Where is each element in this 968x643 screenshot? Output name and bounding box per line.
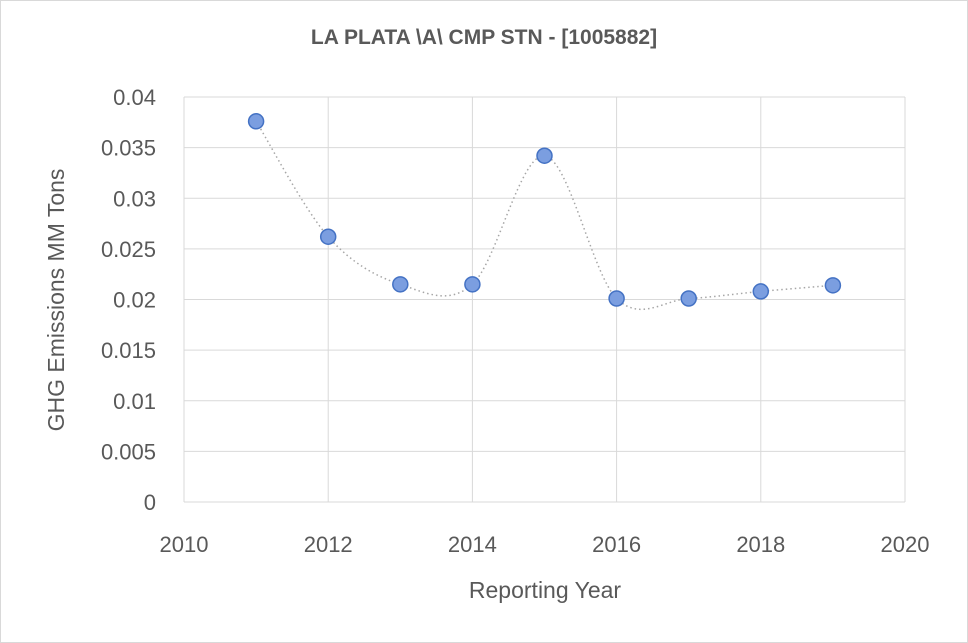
x-axis-title: Reporting Year bbox=[469, 577, 622, 603]
data-point-2012 bbox=[319, 228, 337, 245]
x-tick-label: 2010 bbox=[160, 532, 209, 557]
x-tick-label: 2012 bbox=[304, 532, 353, 557]
y-tick-label: 0.015 bbox=[101, 338, 156, 363]
y-tick-label: 0.02 bbox=[113, 288, 156, 313]
x-tick-label: 2014 bbox=[448, 532, 497, 557]
y-tick-label: 0.04 bbox=[113, 85, 156, 110]
y-tick-label: 0.035 bbox=[101, 136, 156, 161]
y-tick-label: 0 bbox=[144, 490, 156, 515]
y-tick-label: 0.01 bbox=[113, 389, 156, 414]
x-tick-label: 2020 bbox=[881, 532, 930, 557]
chart-title: LA PLATA \A\ CMP STN - [1005882] bbox=[310, 26, 658, 49]
data-point-2016 bbox=[608, 290, 625, 307]
data-point-2018 bbox=[752, 283, 770, 300]
x-tick-label: 2016 bbox=[592, 532, 641, 557]
y-tick-label: 0.03 bbox=[113, 186, 156, 211]
y-axis-title: GHG Emissions MM Tons bbox=[43, 169, 69, 432]
data-point-2011 bbox=[247, 113, 265, 130]
trend-line bbox=[255, 120, 833, 310]
x-tick-label: 2018 bbox=[736, 532, 785, 557]
data-point-2013 bbox=[392, 276, 409, 293]
data-point-2017 bbox=[680, 290, 697, 307]
data-point-2015 bbox=[536, 147, 553, 164]
data-point-2019 bbox=[824, 277, 842, 294]
data-point-2014 bbox=[464, 276, 481, 293]
y-tick-label: 0.005 bbox=[101, 439, 156, 464]
y-tick-label: 0.025 bbox=[101, 237, 156, 262]
